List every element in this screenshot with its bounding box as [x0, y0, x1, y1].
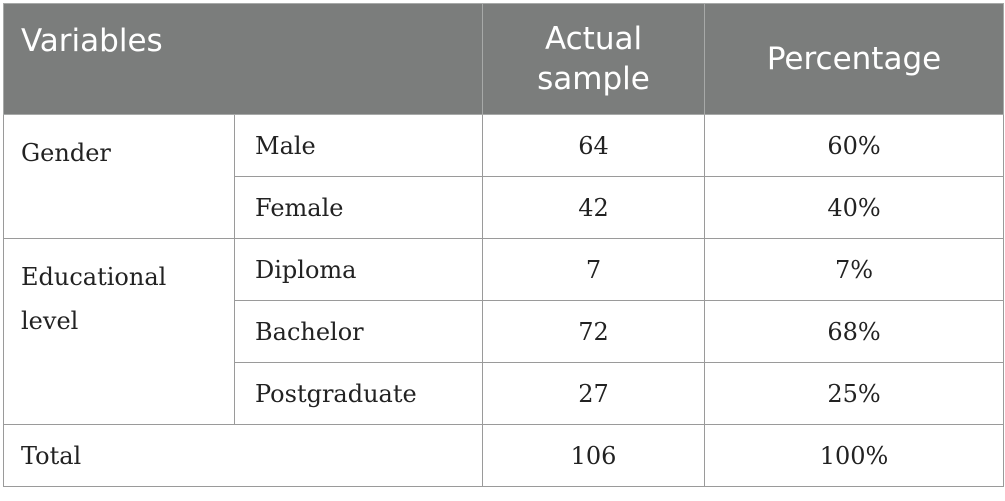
demographics-table: Variables Actual sample Percentage Gende… [2, 3, 1005, 487]
header-actual-sample-label: Actual sample [537, 21, 650, 97]
header-variables-label: Variables [21, 23, 163, 59]
percentage-cell: 25% [704, 362, 1005, 425]
header-row: Variables Actual sample Percentage [2, 3, 1005, 115]
sample-cell: 7 [482, 238, 706, 301]
percentage-cell: 60% [704, 114, 1005, 177]
sample-cell: 27 [482, 362, 706, 425]
percentage-cell: 68% [704, 300, 1005, 363]
total-row: Total 106 100% [2, 424, 1005, 487]
header-percentage-label: Percentage [766, 41, 942, 77]
category-label: Gender [21, 139, 111, 167]
table-row: Female 42 40% [4, 176, 1005, 239]
subcategory-cell: Postgraduate [233, 362, 484, 425]
total-sample-cell: 106 [482, 424, 706, 487]
sample-cell: 72 [482, 300, 706, 363]
header-actual-sample: Actual sample [482, 3, 706, 115]
header-variables: Variables [2, 3, 484, 115]
sample-cell: 64 [482, 114, 706, 177]
table-row: Gender Male 64 60% [3, 114, 1005, 239]
category-cell-gender: Gender [3, 114, 235, 239]
subcategory-cell: Male [233, 114, 484, 177]
total-label-cell: Total [2, 424, 484, 487]
category-cell-educational-level: Educational level [3, 238, 235, 425]
category-label: Educational level [21, 263, 167, 335]
sample-cell: 42 [482, 176, 706, 239]
total-percentage-cell: 100% [704, 424, 1005, 487]
percentage-cell: 7% [704, 238, 1005, 301]
percentage-cell: 40% [704, 176, 1005, 239]
subcategory-cell: Diploma [233, 238, 484, 301]
subcategory-cell: Bachelor [233, 300, 484, 363]
header-percentage: Percentage [704, 3, 1005, 115]
subcategory-cell: Female [233, 176, 484, 239]
table-row: Educational level Diploma 7 7% [3, 238, 1005, 425]
table-container: Variables Actual sample Percentage Gende… [2, 3, 1005, 487]
